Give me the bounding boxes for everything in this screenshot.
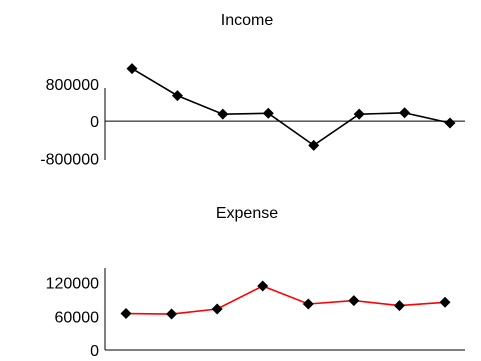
income-data-point [126, 63, 138, 75]
income-data-point [171, 90, 183, 102]
income-data-point [353, 108, 365, 120]
income-data-point [444, 117, 456, 129]
expense-data-point [393, 300, 405, 312]
expense-y-tick-label: 0 [90, 343, 99, 360]
income-data-point [262, 107, 274, 119]
income-chart: Income 800000 0 -800000 [40, 12, 465, 168]
expense-series-line [125, 285, 446, 315]
income-y-ticks: 800000 0 -800000 [40, 77, 99, 168]
expense-data-point [348, 295, 360, 307]
income-y-tick-label: 0 [90, 114, 99, 131]
income-series [126, 63, 456, 151]
expense-chart-title: Expense [216, 205, 278, 222]
income-data-point [217, 108, 229, 120]
expense-chart: Expense 120000 60000 0 [46, 205, 465, 360]
expense-data-point [257, 280, 269, 292]
expense-data-point [302, 298, 314, 310]
income-data-point [308, 139, 320, 151]
expense-y-tick-label: 120000 [46, 276, 99, 293]
income-series-line [131, 67, 451, 147]
income-y-tick-label: 800000 [46, 77, 99, 94]
expense-data-point [439, 296, 451, 308]
expense-data-point [120, 308, 132, 319]
expense-data-point [211, 303, 223, 315]
income-data-point [399, 107, 411, 119]
income-y-tick-label: -800000 [40, 151, 99, 168]
income-chart-title: Income [221, 12, 274, 29]
expense-series [120, 280, 451, 320]
expense-y-ticks: 120000 60000 0 [46, 276, 99, 360]
expense-data-point [166, 308, 178, 320]
expense-y-tick-label: 60000 [55, 309, 100, 326]
